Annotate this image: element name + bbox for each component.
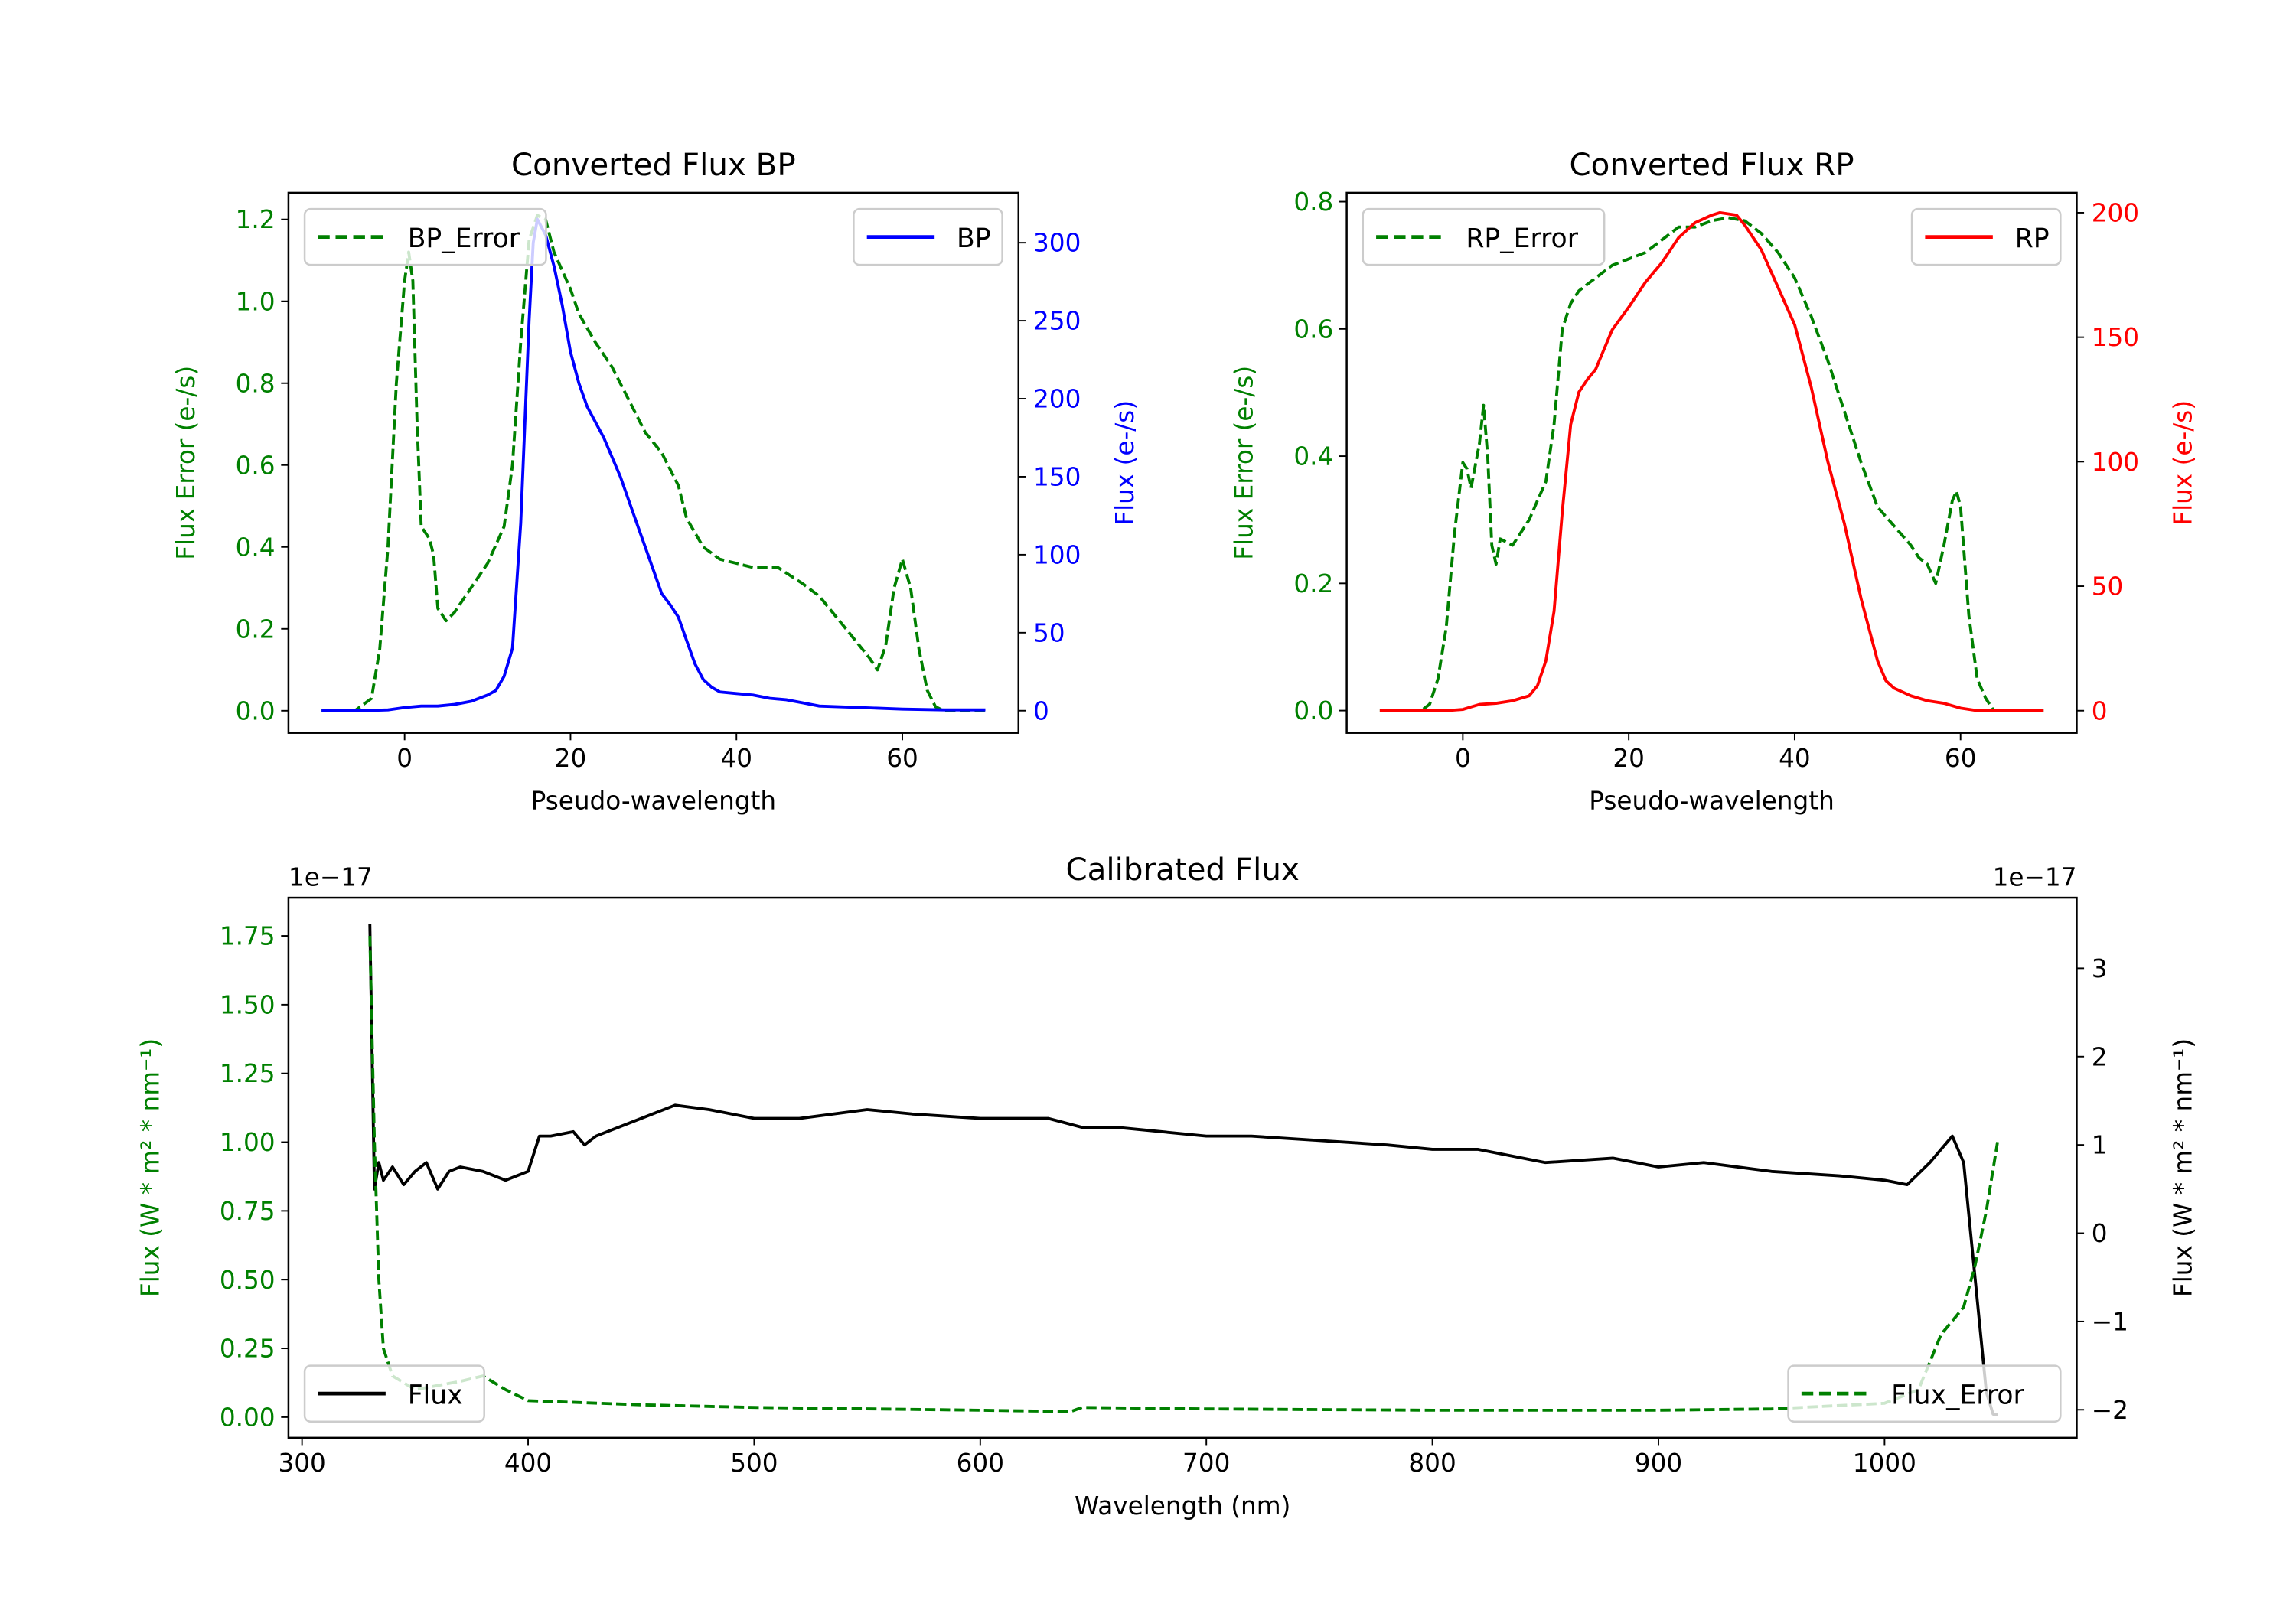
x-axis-label: Pseudo-wavelength <box>531 787 777 816</box>
y-right-tick-label: −1 <box>2092 1307 2128 1336</box>
axes-frame <box>1345 191 2078 734</box>
series-line-rp <box>1379 210 2044 712</box>
y-left-offset-label: 1e−17 <box>289 863 373 892</box>
y-left-tick-label: 0.8 <box>1293 187 1333 217</box>
legend-label: BP_Error <box>408 223 520 254</box>
legend-box <box>1787 1364 2062 1423</box>
y-right-tick-label: 150 <box>2092 323 2139 352</box>
legend-flux_error: Flux_Error <box>1787 1364 2062 1423</box>
y-left-tick-label: 0.50 <box>220 1266 276 1295</box>
x-tick-label: 500 <box>730 1449 778 1478</box>
y-right-tick-label: 3 <box>2092 954 2108 983</box>
x-tick-label: 800 <box>1408 1449 1456 1478</box>
y-left-tick-label: 1.2 <box>236 205 276 234</box>
y-left-axis-label: Flux (W * m² * nm⁻¹) <box>136 1038 165 1297</box>
y-right-axis-label: Flux (e-/s) <box>1110 400 1140 526</box>
x-tick-label: 20 <box>555 744 587 773</box>
chart-panel-1: 0 20 40 60 0.0 0.2 0.4 0.6 0.8 0 50 100 150 200 Conver… <box>1230 147 2198 816</box>
axes-frame <box>287 191 1020 734</box>
y-left-tick-label: 0.00 <box>220 1403 276 1432</box>
y-left-tick-label: 1.50 <box>220 990 276 1019</box>
y-left-tick-label: 1.00 <box>220 1128 276 1157</box>
series-line-flux_error <box>368 936 1999 1413</box>
series-line-rp_error <box>1379 216 2044 712</box>
y-left-tick-label: 1.0 <box>236 287 276 316</box>
legend-box <box>303 207 547 266</box>
y-right-tick-label: 0 <box>2092 696 2108 725</box>
y-left-tick-label: 0.8 <box>236 369 276 398</box>
legend-rp_error: RP_Error <box>1362 207 1606 266</box>
y-left-tick-label: 0.4 <box>1293 442 1333 471</box>
y-right-tick-label: 50 <box>1033 618 1065 647</box>
axes-frame <box>287 896 2078 1439</box>
legend-box <box>1362 207 1606 266</box>
legend-label: Flux_Error <box>1891 1380 2024 1411</box>
legend-label: BP <box>957 223 991 254</box>
y-left-tick-label: 0.6 <box>236 451 276 480</box>
x-tick-label: 400 <box>504 1449 552 1478</box>
y-right-tick-label: 200 <box>2092 198 2139 227</box>
y-right-tick-label: 100 <box>1033 540 1081 569</box>
legend-bp_error: BP_Error <box>303 207 547 266</box>
y-left-axis-label: Flux Error (e-/s) <box>171 366 201 560</box>
y-left-tick-label: 0.75 <box>220 1197 276 1226</box>
y-right-tick-label: 150 <box>1033 462 1081 491</box>
y-right-axis-label: Flux (e-/s) <box>2168 400 2197 526</box>
y-right-tick-label: 0 <box>2092 1219 2108 1248</box>
y-left-axis-label: Flux Error (e-/s) <box>1230 366 1259 560</box>
y-right-tick-label: −2 <box>2092 1396 2128 1425</box>
chart-panel-0: 0 20 40 60 0.0 0.2 0.4 0.6 0.8 1.0 1.2 0 50 100 150 200… <box>171 147 1140 816</box>
y-left-tick-label: 0.2 <box>1293 569 1333 598</box>
y-left-tick-label: 0.0 <box>236 696 276 725</box>
y-right-tick-label: 2 <box>2092 1042 2108 1071</box>
legend-label: RP_Error <box>1466 223 1578 254</box>
x-tick-label: 600 <box>957 1449 1004 1478</box>
x-tick-label: 1000 <box>1853 1449 1916 1478</box>
y-left-tick-label: 1.25 <box>220 1059 276 1088</box>
series-line-flux <box>368 924 1998 1416</box>
y-right-tick-label: 300 <box>1033 229 1081 258</box>
chart-title: Calibrated Flux <box>1065 852 1299 888</box>
series-line-bp <box>321 217 986 712</box>
x-tick-label: 900 <box>1635 1449 1682 1478</box>
legend-bp: BP <box>853 207 1003 266</box>
y-right-tick-label: 0 <box>1033 696 1049 725</box>
y-right-tick-label: 100 <box>2092 448 2139 477</box>
legend-rp: RP <box>1910 207 2062 266</box>
x-tick-label: 0 <box>396 744 413 773</box>
x-tick-label: 40 <box>1779 744 1811 773</box>
series-line-bp_error <box>321 214 986 712</box>
x-tick-label: 60 <box>1945 744 1977 773</box>
y-left-tick-label: 0.6 <box>1293 315 1333 344</box>
x-tick-label: 300 <box>278 1449 325 1478</box>
y-right-tick-label: 50 <box>2092 572 2124 601</box>
y-left-tick-label: 0.4 <box>236 533 276 562</box>
chart-panel-2: 300 400 500 600 700 800 900 1000 0.00 0.25 0.50 0.7… <box>136 852 2198 1521</box>
legend-box <box>303 1364 485 1423</box>
chart-title: Converted Flux BP <box>511 147 796 183</box>
x-tick-label: 40 <box>720 744 752 773</box>
y-right-tick-label: 250 <box>1033 307 1081 336</box>
legend-label: Flux <box>408 1380 463 1411</box>
y-left-tick-label: 0.2 <box>236 614 276 644</box>
y-right-offset-label: 1e−17 <box>1993 863 2077 892</box>
x-tick-label: 700 <box>1182 1449 1230 1478</box>
legend-flux: Flux <box>303 1364 485 1423</box>
y-right-axis-label: Flux (W * m² * nm⁻¹) <box>2168 1038 2197 1297</box>
x-axis-label: Pseudo-wavelength <box>1589 787 1835 816</box>
y-right-tick-label: 200 <box>1033 385 1081 414</box>
y-left-tick-label: 0.0 <box>1293 696 1333 725</box>
y-left-tick-label: 1.75 <box>220 922 276 951</box>
legend-label: RP <box>2015 223 2050 254</box>
y-right-tick-label: 1 <box>2092 1131 2108 1160</box>
x-axis-label: Wavelength (nm) <box>1075 1491 1290 1521</box>
x-tick-label: 60 <box>886 744 918 773</box>
x-tick-label: 20 <box>1613 744 1645 773</box>
x-tick-label: 0 <box>1455 744 1471 773</box>
chart-title: Converted Flux RP <box>1569 147 1854 183</box>
y-left-tick-label: 0.25 <box>220 1335 276 1364</box>
